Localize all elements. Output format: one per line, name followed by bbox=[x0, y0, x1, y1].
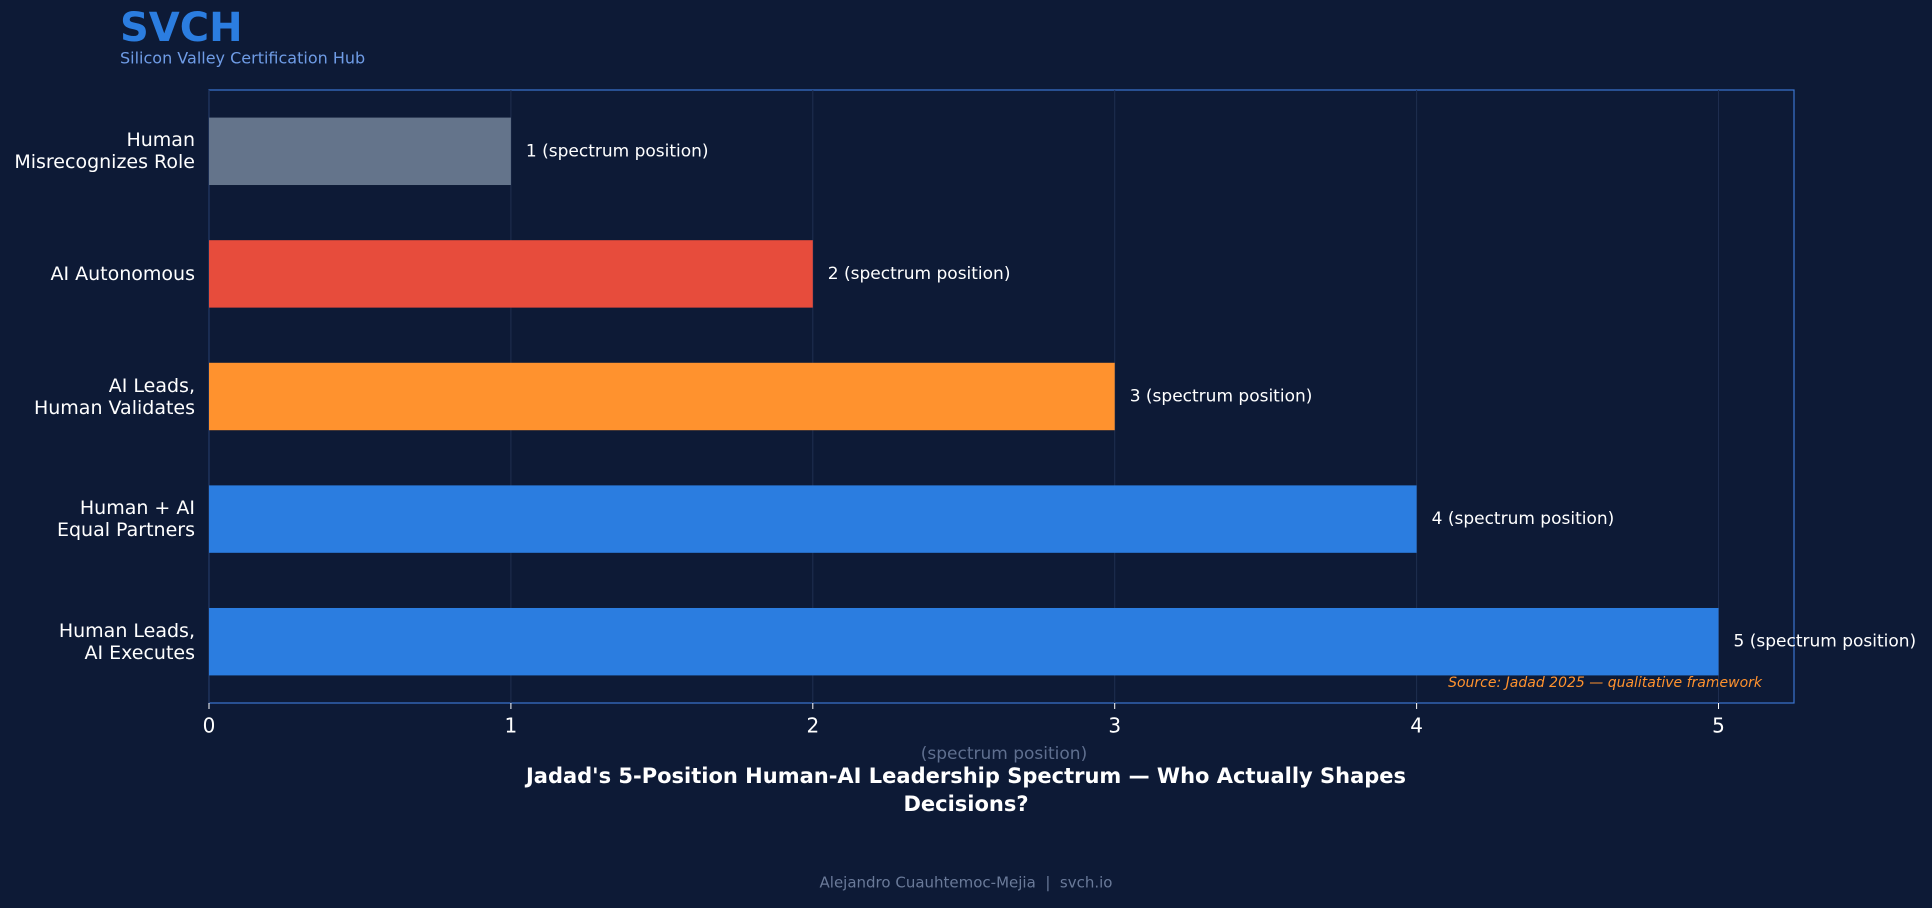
chart-title: Jadad's 5-Position Human-AI Leadership S… bbox=[525, 764, 1407, 816]
brand: SVCH bbox=[120, 5, 243, 51]
y-tick-label: Human Leads, AI Executes bbox=[58, 619, 195, 664]
y-tick-label: Human Misrecognizes Role bbox=[14, 129, 195, 174]
x-tick-label: 2 bbox=[806, 714, 819, 738]
x-axis-label: (spectrum position) bbox=[921, 744, 1087, 764]
bar bbox=[209, 240, 813, 308]
y-tick-label: AI Autonomous bbox=[50, 262, 196, 285]
bar bbox=[209, 117, 511, 186]
bar bbox=[209, 607, 1719, 676]
value-label: 1 (spectrum position) bbox=[526, 141, 709, 161]
x-tick-label: 1 bbox=[505, 714, 518, 738]
y-tick-label: AI Leads, Human Validates bbox=[33, 374, 195, 419]
tagline: Silicon Valley Certification Hub bbox=[120, 49, 365, 68]
value-label: 4 (spectrum position) bbox=[1432, 509, 1615, 529]
bar bbox=[209, 485, 1417, 553]
x-tick-label: 5 bbox=[1712, 714, 1725, 738]
annotation: Source: Jadad 2025 — qualitative framewo… bbox=[1448, 675, 1763, 691]
value-label: 5 (spectrum position) bbox=[1734, 632, 1917, 652]
y-tick-label: Human + AI Equal Partners bbox=[56, 497, 195, 542]
footer: Alejandro Cuauhtemoc-Mejia | svch.io bbox=[820, 874, 1113, 892]
value-label: 2 (spectrum position) bbox=[828, 264, 1011, 284]
bar bbox=[209, 362, 1115, 431]
x-tick-label: 3 bbox=[1108, 714, 1121, 738]
x-tick-label: 4 bbox=[1410, 714, 1423, 738]
value-label: 3 (spectrum position) bbox=[1130, 387, 1313, 407]
x-tick-label: 0 bbox=[203, 714, 216, 738]
